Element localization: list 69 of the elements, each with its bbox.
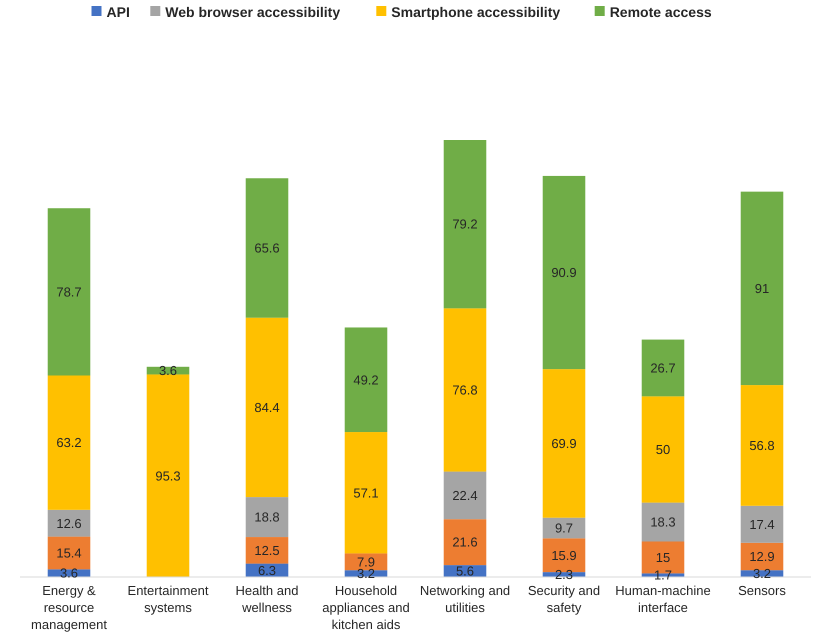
x-tick-label: Entertainment systems — [128, 583, 209, 615]
bar — [740, 192, 784, 386]
legend-label: API — [106, 4, 130, 20]
bar — [542, 176, 586, 370]
data-label: 3.6 — [158, 363, 178, 378]
data-label: 18.3 — [650, 514, 676, 530]
data-label: 9.7 — [554, 520, 574, 536]
data-label: 69.9 — [551, 436, 577, 451]
bar — [246, 497, 288, 538]
data-label: 50 — [656, 442, 670, 458]
x-tick-label: Security and safety — [528, 583, 600, 615]
data-label: 6.3 — [258, 562, 276, 578]
x-tick-label: Sensors — [738, 583, 786, 598]
bar — [344, 327, 388, 432]
legend-label: Web browser accessibility — [165, 4, 340, 20]
data-label: 12.9 — [749, 549, 775, 564]
bar — [542, 369, 586, 518]
bar — [48, 376, 90, 510]
data-label: 21.6 — [452, 534, 478, 550]
bar — [444, 519, 486, 566]
bar — [444, 308, 486, 472]
data-label: 12.6 — [56, 516, 82, 531]
bar — [444, 140, 486, 308]
bar — [246, 178, 288, 318]
x-tick-label: Energy & resource management — [31, 583, 108, 632]
data-label: 65.6 — [254, 240, 280, 256]
data-label: 78.7 — [56, 284, 82, 300]
bar — [48, 510, 90, 537]
data-label: 12.5 — [254, 542, 280, 558]
legend-label: Smartphone accessibility — [391, 4, 560, 20]
bar — [246, 537, 288, 564]
bar — [642, 396, 684, 503]
data-label: 95.3 — [155, 468, 181, 484]
bar — [740, 506, 784, 543]
data-label: 5.6 — [456, 564, 474, 579]
bar — [444, 472, 486, 520]
bar — [542, 518, 586, 538]
data-label: 1.7 — [654, 568, 672, 583]
data-label: 26.7 — [650, 360, 676, 376]
bar — [48, 536, 90, 570]
bar — [146, 374, 190, 577]
data-label: 63.2 — [56, 435, 82, 450]
data-label: 56.8 — [749, 438, 775, 453]
data-label: 90.9 — [551, 265, 577, 280]
data-label: 22.4 — [452, 488, 478, 503]
data-label: 91 — [754, 280, 770, 296]
bar — [642, 340, 684, 396]
data-label: 76.8 — [452, 382, 478, 398]
bar — [344, 432, 388, 554]
data-label: 57.1 — [353, 485, 379, 500]
bar — [48, 208, 90, 376]
x-tick-label: Household appliances and kitchen aids — [322, 583, 410, 632]
data-label: 49.2 — [353, 372, 379, 388]
bar — [740, 542, 784, 570]
bar — [740, 385, 784, 506]
data-label: 15.9 — [551, 548, 577, 563]
x-tick-label: Human-machine interface — [615, 583, 711, 615]
x-tick-label: Networking and utilities — [420, 583, 510, 615]
data-label: 18.8 — [254, 510, 280, 525]
bar — [642, 502, 684, 542]
data-label: 15.4 — [56, 546, 82, 561]
data-label: 15 — [656, 550, 670, 565]
x-tick-label: Health and wellness — [236, 583, 298, 615]
legend-label: Remote access — [610, 4, 712, 20]
bar — [246, 318, 288, 498]
data-label: 84.4 — [254, 400, 280, 415]
data-label: 17.4 — [749, 516, 775, 532]
data-label: 7.9 — [356, 554, 376, 570]
data-label: 79.2 — [452, 216, 478, 232]
